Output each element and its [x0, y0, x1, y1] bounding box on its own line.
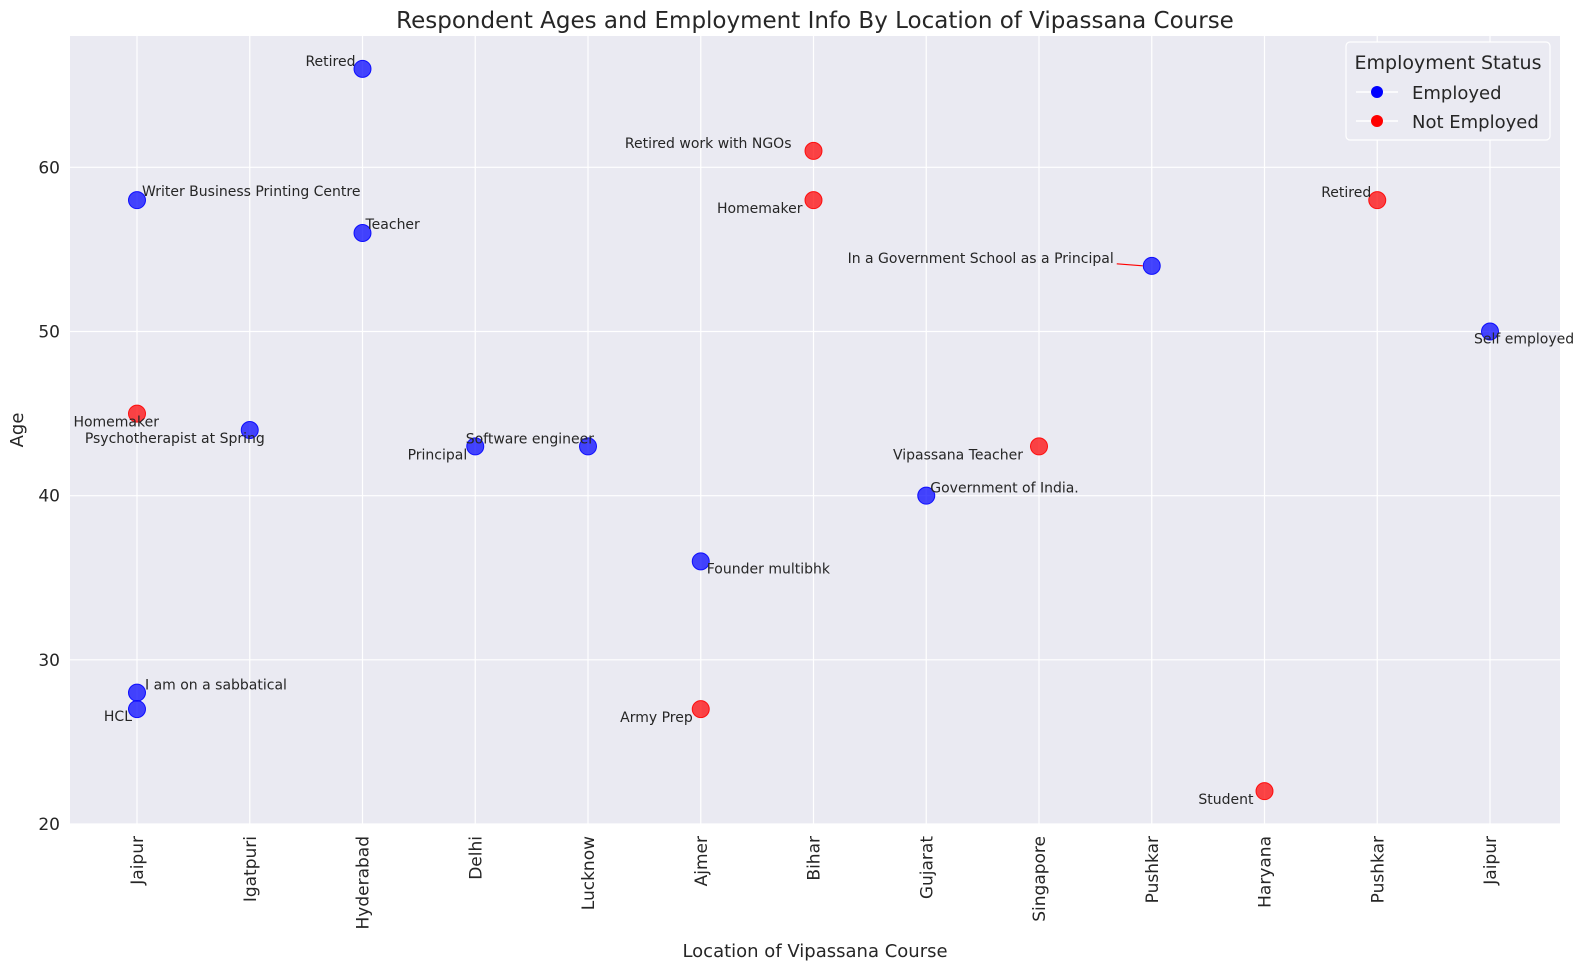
x-tick-label: Haryana: [1256, 836, 1276, 908]
legend-marker: [1371, 86, 1383, 98]
point-annotation: Writer Business Printing Centre: [142, 184, 360, 200]
point-annotation: Retired: [1321, 185, 1371, 201]
legend: Employment Status Employed Not Employed: [1345, 41, 1551, 141]
data-point: [1030, 437, 1048, 456]
point-annotation: Homemaker: [717, 201, 803, 217]
x-tick-label: Lucknow: [579, 836, 599, 910]
data-point: [240, 421, 259, 439]
data-point: [804, 141, 823, 160]
point-annotation: Student: [1198, 792, 1254, 808]
grid: [70, 36, 1560, 825]
y-tick-label: 50: [38, 323, 60, 343]
point-annotation: Founder multibhk: [707, 561, 831, 577]
x-tick-label: Igatpuri: [241, 836, 261, 902]
data-point: [1481, 322, 1499, 341]
y-axis-title: Age: [7, 413, 28, 448]
data-point: [579, 437, 597, 456]
x-tick-label: Ajmer: [692, 836, 712, 886]
legend-box: [1345, 41, 1551, 141]
x-tick-label: Hyderabad: [354, 836, 374, 930]
data-point: [1142, 256, 1161, 275]
point-annotation: In a Government School as a Principal: [848, 251, 1114, 267]
point-annotation: Government of India.: [930, 481, 1079, 497]
point-annotation: I am on a sabbatical: [145, 678, 287, 694]
point-annotation: Retired: [305, 54, 355, 70]
data-point: [691, 700, 710, 719]
x-tick-label: Gujarat: [917, 836, 937, 899]
data-point: [691, 552, 710, 571]
legend-title: Employment Status: [1355, 52, 1542, 74]
point-annotations: Writer Business Printing Centre I am on a…: [73, 54, 1573, 808]
point-annotation: HCL: [104, 709, 132, 725]
x-tick-label: Pushkar: [1143, 836, 1163, 903]
legend-label: Not Employed: [1412, 112, 1539, 133]
point-annotation: Self employed: [1474, 332, 1573, 348]
x-tick-label: Singapore: [1030, 836, 1050, 922]
x-tick-labels: Jaipur Igatpuri Hyderabad Delhi Lucknow Ajmer…: [128, 836, 1501, 930]
point-annotation: Software engineer: [466, 431, 595, 447]
data-point: [804, 191, 823, 210]
data-point: [1255, 782, 1274, 801]
data-point: [1368, 191, 1387, 210]
y-tick-label: 60: [38, 158, 60, 178]
point-annotation: Army Prep: [620, 710, 693, 726]
y-tick-labels: 20 30 40 50 60: [38, 158, 60, 835]
point-annotation: Psychotherapist at Spring: [85, 431, 265, 447]
x-tick-label: Jaipur: [128, 836, 148, 886]
data-point: [128, 700, 146, 719]
data-point: [466, 437, 485, 456]
y-tick-label: 30: [38, 651, 60, 671]
data-point: [353, 59, 372, 78]
data-point: [128, 191, 146, 210]
x-axis-title: Location of Vipassana Course: [682, 941, 947, 962]
x-tick-label: Jaipur: [1481, 836, 1501, 886]
point-annotation: Principal: [408, 447, 468, 463]
x-tick-label: Delhi: [466, 836, 486, 880]
y-tick-label: 40: [38, 487, 60, 507]
data-point: [128, 404, 146, 423]
point-annotation: Retired work with NGOs: [625, 136, 792, 152]
legend-marker: [1371, 115, 1383, 127]
point-annotation: Homemaker: [73, 415, 159, 431]
point-annotation: Vipassana Teacher: [893, 447, 1023, 463]
data-point: [917, 486, 936, 505]
point-annotation: Teacher: [365, 217, 421, 233]
x-tick-label: Pushkar: [1368, 836, 1388, 903]
legend-label: Employed: [1412, 83, 1502, 104]
y-tick-label: 20: [38, 815, 60, 835]
data-points: [128, 59, 1499, 801]
chart-title: Respondent Ages and Employment Info By L…: [396, 8, 1234, 34]
x-tick-label: Bihar: [805, 836, 825, 881]
data-point: [128, 683, 146, 702]
data-point: [353, 224, 372, 242]
annotation-leader-line: [1116, 263, 1143, 267]
legend-entries: Employed Not Employed: [1356, 83, 1539, 133]
